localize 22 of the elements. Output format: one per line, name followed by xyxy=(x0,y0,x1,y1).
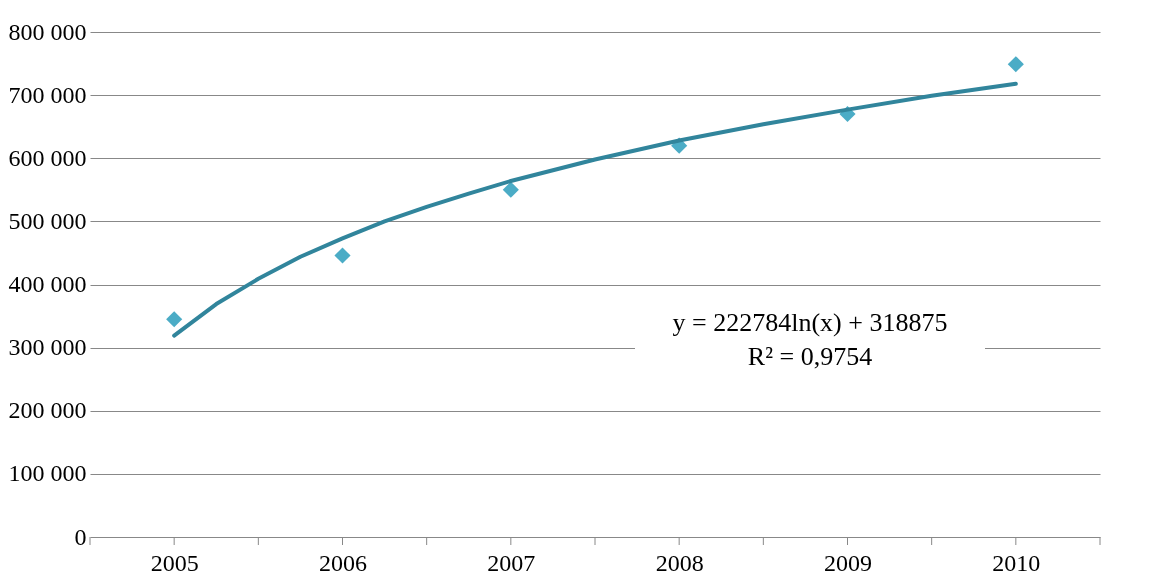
point xyxy=(166,311,183,328)
x-tick-label: 2009 xyxy=(824,549,872,576)
y-tick-label: 700 000 xyxy=(8,81,87,108)
line-series xyxy=(172,81,1018,338)
point xyxy=(502,181,519,198)
x-tick-label: 2005 xyxy=(150,549,199,576)
y-tick-label: 100 000 xyxy=(8,460,87,487)
y-tick-label: 0 xyxy=(74,523,87,550)
y-tick-label: 200 000 xyxy=(8,397,87,424)
y-tick-label: 300 000 xyxy=(8,334,87,361)
x-tick-label: 2010 xyxy=(992,549,1041,576)
x-tick-label: 2006 xyxy=(319,549,367,576)
y-tick-label: 600 000 xyxy=(8,144,87,171)
annotation: y = 222784ln(x) + 318875 xyxy=(672,308,948,337)
x-tick-label: 2007 xyxy=(487,549,536,576)
point xyxy=(334,247,351,264)
x-tick-label: 2008 xyxy=(655,549,704,576)
point xyxy=(1007,56,1024,73)
annotation: R² = 0,9754 xyxy=(747,342,873,371)
y-tick-label: 400 000 xyxy=(8,271,87,297)
y-tick-label: 800 000 xyxy=(8,18,87,45)
y-tick-label: 500 000 xyxy=(8,207,87,234)
